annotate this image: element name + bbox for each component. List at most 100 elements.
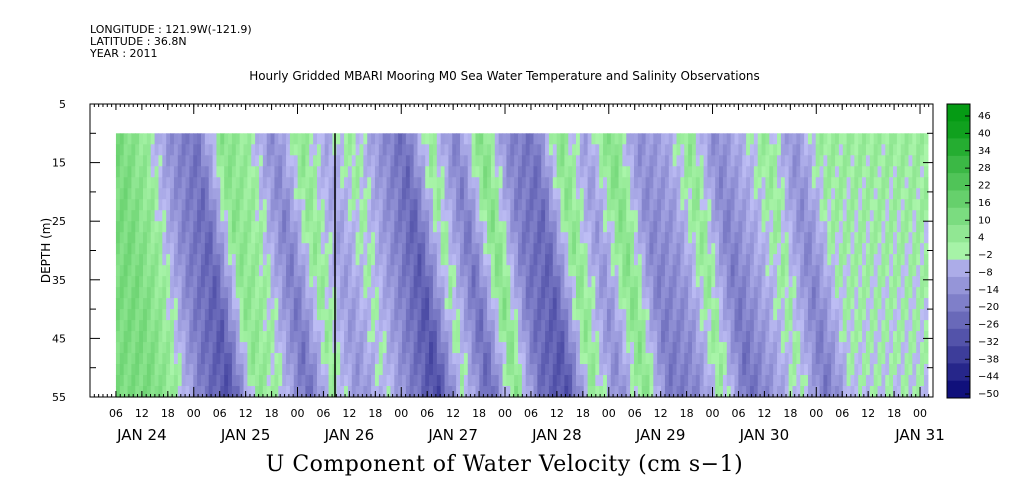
heatmap-cell <box>374 221 380 233</box>
heatmap-cell <box>471 331 477 343</box>
heatmap-cell <box>402 276 407 288</box>
heatmap-cell <box>691 320 697 332</box>
heatmap-cell <box>521 243 527 255</box>
heatmap-cell <box>394 320 399 332</box>
heatmap-cell <box>800 221 805 233</box>
heatmap-cell <box>367 353 372 365</box>
heatmap-cell <box>324 298 330 310</box>
heatmap-cell <box>788 144 794 156</box>
heatmap-cell <box>637 188 643 200</box>
heatmap-cell <box>224 386 229 398</box>
heatmap-cell <box>135 375 140 387</box>
heatmap-cell <box>529 254 535 266</box>
heatmap-cell <box>150 232 156 244</box>
heatmap-cell <box>765 331 770 343</box>
heatmap-cell <box>749 133 755 145</box>
heatmap-cell <box>858 364 863 376</box>
heatmap-cell <box>208 386 214 398</box>
heatmap-cell <box>684 243 689 255</box>
heatmap-cell <box>804 210 809 222</box>
heatmap-cell <box>386 364 392 376</box>
heatmap-cell <box>347 144 353 156</box>
heatmap-cell <box>831 221 836 233</box>
heatmap-cell <box>289 144 295 156</box>
heatmap-cell <box>398 287 403 299</box>
heatmap-cell <box>572 386 577 398</box>
heatmap-cell <box>135 221 140 233</box>
heatmap-cell <box>726 166 732 178</box>
heatmap-cell <box>166 331 171 343</box>
heatmap-cell <box>243 254 248 266</box>
heatmap-cell <box>769 276 774 288</box>
heatmap-cell <box>200 177 206 189</box>
heatmap-cell <box>390 276 395 288</box>
heatmap-cell <box>506 243 511 255</box>
heatmap-cell <box>630 232 635 244</box>
heatmap-cell <box>351 353 357 365</box>
heatmap-cell <box>804 364 809 376</box>
heatmap-cell <box>189 177 194 189</box>
heatmap-cell <box>371 155 376 167</box>
heatmap-cell <box>374 375 380 387</box>
heatmap-cell <box>657 199 662 211</box>
heatmap-cell <box>753 155 759 167</box>
heatmap-cell <box>255 133 260 145</box>
heatmap-cell <box>228 386 233 398</box>
heatmap-cell <box>510 254 515 266</box>
heatmap-cell <box>506 342 511 354</box>
heatmap-cell <box>189 386 194 398</box>
heatmap-cell <box>448 331 453 343</box>
heatmap-cell <box>691 177 697 189</box>
heatmap-cell <box>135 232 140 244</box>
heatmap-cell <box>255 331 260 343</box>
heatmap-cell <box>842 254 848 266</box>
heatmap-cell <box>193 309 198 321</box>
heatmap-cell <box>189 133 194 145</box>
heatmap-cell <box>749 144 755 156</box>
heatmap-cell <box>603 320 608 332</box>
heatmap-cell <box>417 309 422 321</box>
heatmap-cell <box>583 287 589 299</box>
heatmap-field <box>115 133 929 398</box>
heatmap-cell <box>633 364 639 376</box>
heatmap-cell <box>475 364 480 376</box>
heatmap-cell <box>904 232 910 244</box>
heatmap-cell <box>769 375 774 387</box>
heatmap-cell <box>463 331 469 343</box>
heatmap-cell <box>475 232 480 244</box>
heatmap-cell <box>599 331 604 343</box>
heatmap-cell <box>363 375 368 387</box>
heatmap-cell <box>606 166 612 178</box>
heatmap-cell <box>394 386 399 398</box>
heatmap-cell <box>398 276 403 288</box>
heatmap-cell <box>405 133 411 145</box>
heatmap-cell <box>576 386 581 398</box>
heatmap-cell <box>703 276 709 288</box>
heatmap-cell <box>753 221 759 233</box>
heatmap-cell <box>336 144 341 156</box>
heatmap-cell <box>224 144 229 156</box>
heatmap-cell <box>363 276 368 288</box>
heatmap-cell <box>313 177 318 189</box>
heatmap-cell <box>765 265 770 277</box>
heatmap-cell <box>193 386 198 398</box>
heatmap-cell <box>274 210 279 222</box>
heatmap-cell <box>479 221 484 233</box>
heatmap-cell <box>270 287 276 299</box>
heatmap-cell <box>792 364 797 376</box>
heatmap-cell <box>131 331 136 343</box>
heatmap-cell <box>309 287 314 299</box>
heatmap-cell <box>881 342 886 354</box>
heatmap-cell <box>490 177 496 189</box>
heatmap-cell <box>765 276 770 288</box>
heatmap-cell <box>231 353 237 365</box>
heatmap-cell <box>432 166 438 178</box>
heatmap-cell <box>340 243 345 255</box>
heatmap-cell <box>398 265 403 277</box>
heatmap-cell <box>173 320 179 332</box>
heatmap-cell <box>854 232 859 244</box>
heatmap-cell <box>862 320 867 332</box>
heatmap-cell <box>251 177 256 189</box>
heatmap-cell <box>614 144 620 156</box>
heatmap-cell <box>490 276 496 288</box>
